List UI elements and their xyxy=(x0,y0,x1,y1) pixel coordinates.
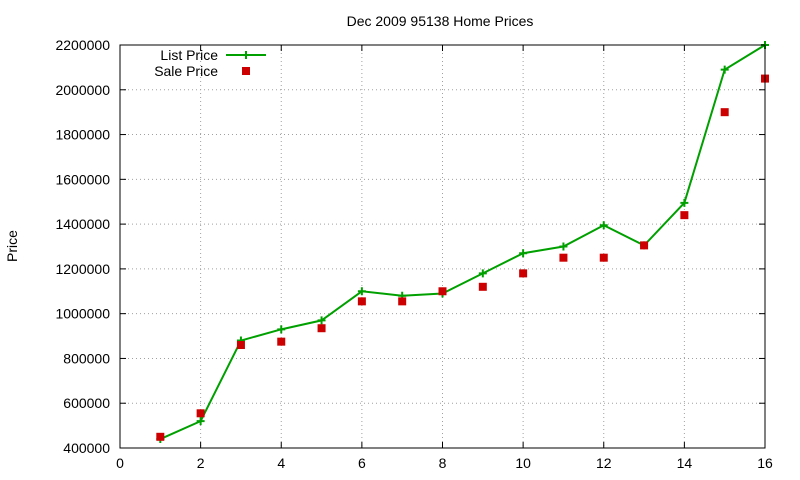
sale-price-point xyxy=(156,432,165,441)
sale-price-point xyxy=(599,253,608,262)
list-price-point xyxy=(478,269,487,278)
y-tick-label: 1000000 xyxy=(55,306,110,322)
sale-price-point xyxy=(398,297,407,306)
chart-title: Dec 2009 95138 Home Prices xyxy=(347,13,534,29)
list-price-line xyxy=(159,44,766,440)
sale-price-point xyxy=(317,324,326,333)
plot-series xyxy=(156,41,769,444)
y-tick-label: 600000 xyxy=(63,395,110,411)
sale-price-point xyxy=(680,211,689,220)
sale-price-point xyxy=(438,287,447,296)
list-price-point xyxy=(599,221,608,230)
axis-ticks: 0 2 4 6 8 10 12 14 16 400000 600000 800000 1000000 12… xyxy=(55,37,773,471)
x-tick-label: 10 xyxy=(515,455,531,471)
x-tick-label: 0 xyxy=(116,455,124,471)
sale-price-point xyxy=(277,337,286,346)
y-tick-label: 1800000 xyxy=(55,127,110,143)
sale-price-point xyxy=(640,241,649,250)
list-price-point xyxy=(559,242,568,251)
sale-price-point xyxy=(559,253,568,262)
legend-swatch-marker xyxy=(242,51,250,59)
y-tick-label: 2200000 xyxy=(55,37,110,53)
y-axis-label: Price xyxy=(4,230,20,262)
sale-price-point xyxy=(196,409,205,418)
sale-price-point xyxy=(357,297,366,306)
x-tick-label: 2 xyxy=(197,455,205,471)
list-price-point xyxy=(277,325,286,334)
legend-label: Sale Price xyxy=(154,63,218,79)
x-tick-label: 4 xyxy=(277,455,285,471)
x-tick-label: 6 xyxy=(358,455,366,471)
list-price-point xyxy=(357,287,366,296)
x-tick-label: 16 xyxy=(757,455,773,471)
legend-swatch-marker xyxy=(242,67,250,75)
x-tick-label: 8 xyxy=(439,455,447,471)
list-price-point xyxy=(317,316,326,325)
x-tick-label: 12 xyxy=(596,455,612,471)
y-tick-label: 400000 xyxy=(63,440,110,456)
sale-price-point xyxy=(720,108,729,117)
plot-frame xyxy=(119,44,766,449)
y-tick-label: 1200000 xyxy=(55,261,110,277)
list-price-point xyxy=(519,249,528,258)
list-price-point xyxy=(720,65,729,74)
sale-price-point xyxy=(478,282,487,291)
sale-price-point xyxy=(519,269,528,278)
y-tick-label: 1400000 xyxy=(55,216,110,232)
y-tick-label: 800000 xyxy=(63,350,110,366)
sale-price-point xyxy=(236,341,245,350)
list-price-point xyxy=(680,198,689,207)
list-price-point xyxy=(196,417,205,426)
y-tick-label: 2000000 xyxy=(55,82,110,98)
x-tick-label: 14 xyxy=(677,455,693,471)
y-tick-label: 1600000 xyxy=(55,171,110,187)
legend-label: List Price xyxy=(160,47,218,63)
